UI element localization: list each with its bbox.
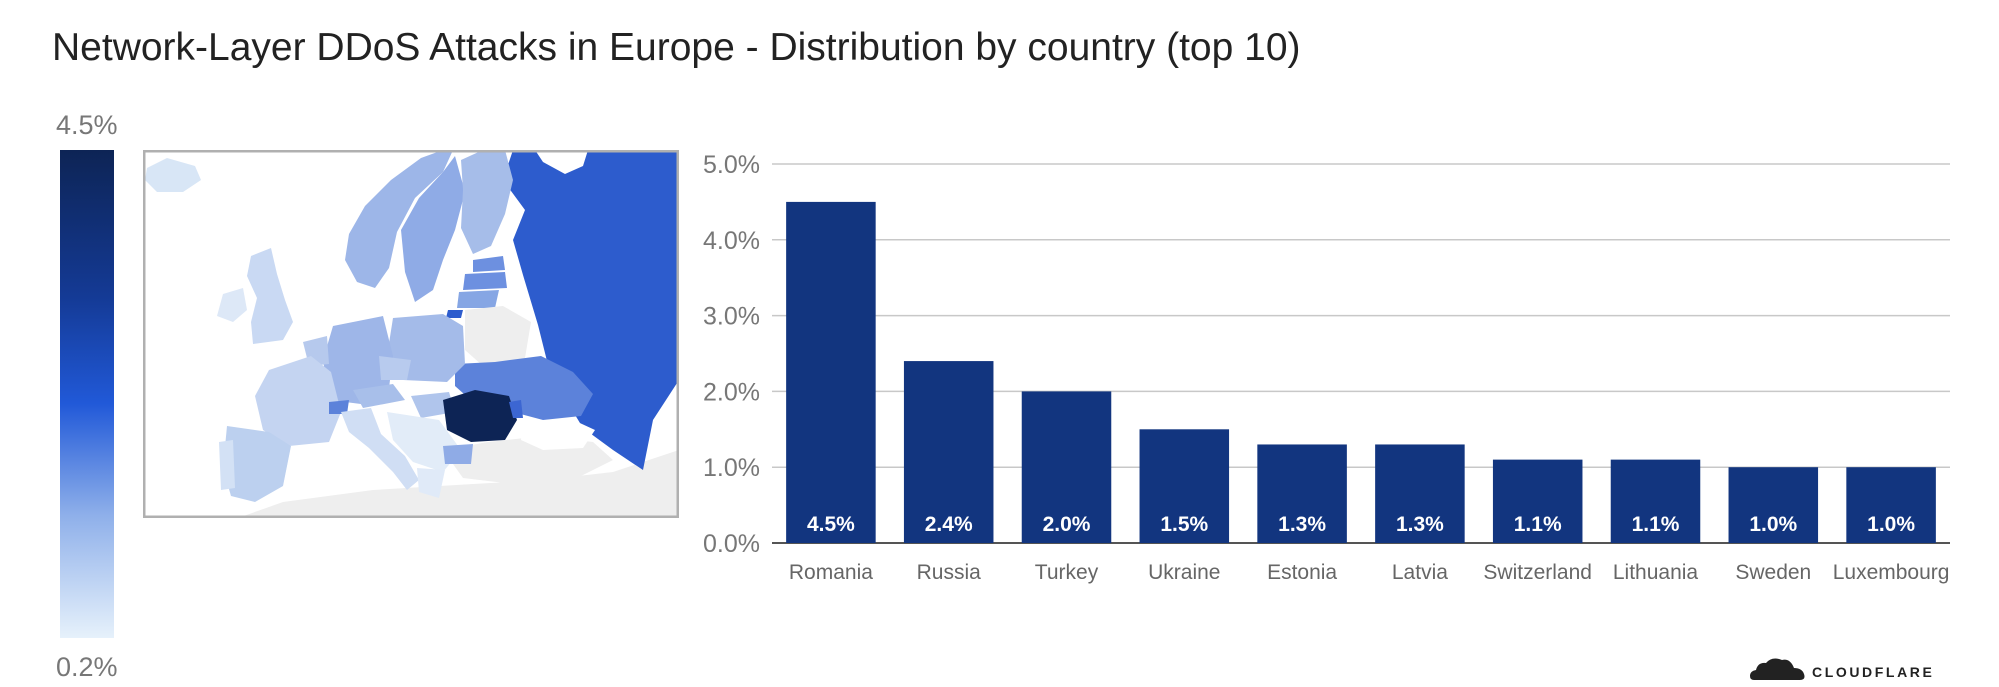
y-tick-label: 3.0% [703, 303, 760, 331]
france-region [255, 356, 341, 446]
switzerland-region [329, 400, 349, 414]
latvia-region [463, 272, 507, 290]
bar [1846, 467, 1936, 543]
uk-region [247, 248, 293, 344]
color-scale-max-label: 4.5% [56, 110, 118, 140]
norway-region [345, 150, 453, 288]
bar-value-label: 1.3% [1278, 513, 1326, 536]
y-tick-label: 5.0% [703, 151, 760, 179]
russia-region [503, 150, 679, 470]
bar [1021, 391, 1112, 543]
bar-value-label: 1.0% [1749, 513, 1797, 536]
black-sea [521, 418, 595, 450]
bar-value-label: 1.5% [1160, 513, 1208, 536]
hungary-region [411, 392, 455, 418]
x-tick-label: Russia [917, 561, 982, 584]
x-tick-label: Estonia [1267, 561, 1337, 584]
chart-title: Network-Layer DDoS Attacks in Europe - D… [52, 26, 1301, 69]
ireland-region [217, 288, 247, 322]
x-tick-label: Sweden [1735, 561, 1811, 584]
bar-value-label: 1.1% [1514, 513, 1562, 536]
bar [903, 361, 994, 543]
bar [1492, 459, 1583, 543]
bar-value-label: 2.0% [1043, 513, 1091, 536]
x-tick-label: Turkey [1035, 561, 1099, 584]
spain-region [223, 426, 291, 502]
bar-value-label: 2.4% [925, 513, 973, 536]
lithuania-region [457, 290, 499, 308]
europe-choropleth-map [143, 150, 679, 518]
y-tick-label: 1.0% [703, 454, 760, 482]
iceland-region [145, 158, 201, 192]
bar [786, 201, 876, 543]
y-tick-label: 0.0% [703, 530, 760, 558]
belarus-region [465, 306, 531, 366]
white-sea [535, 150, 588, 174]
italy-region [341, 408, 419, 490]
romania-region [443, 390, 517, 442]
bar-value-label: 4.5% [807, 513, 855, 536]
bar [1257, 444, 1347, 543]
cloudflare-logo: CLOUDFLARE [1750, 658, 1934, 680]
x-tick-label: Lithuania [1613, 561, 1699, 584]
x-tick-label: Ukraine [1148, 561, 1220, 584]
portugal-region [219, 440, 235, 490]
kaliningrad-region [446, 310, 463, 318]
bar-value-label: 1.1% [1632, 513, 1680, 536]
bar [1375, 444, 1465, 543]
bar-value-label: 1.0% [1867, 513, 1915, 536]
bar [1139, 429, 1230, 543]
czechia-region [379, 356, 411, 380]
x-tick-label: Luxembourg [1833, 561, 1950, 584]
y-tick-label: 2.0% [703, 378, 760, 406]
bulgaria-region [443, 444, 473, 464]
logo-text: CLOUDFLARE [1812, 664, 1934, 680]
greece-region [417, 468, 445, 498]
x-tick-label: Latvia [1392, 561, 1448, 584]
finland-region [461, 150, 513, 254]
bar-chart: 0.0% 1.0% 2.0% 3.0% 4.0% 5.0% 4.5% Romania 2.4% R… [703, 151, 1950, 584]
sweden-region [401, 156, 465, 302]
bar [1610, 459, 1701, 543]
austria-region [353, 384, 405, 408]
bar-value-label: 1.3% [1396, 513, 1444, 536]
estonia-region [473, 256, 505, 272]
bar [1728, 467, 1819, 543]
moldova-region [509, 400, 523, 418]
color-scale-bar [60, 150, 114, 638]
x-tick-label: Romania [789, 561, 873, 584]
africa-region [238, 450, 679, 518]
germany-region [323, 316, 393, 404]
cloud-icon [1750, 658, 1805, 680]
color-scale-min-label: 0.2% [56, 652, 118, 682]
balkans-region [387, 412, 461, 472]
x-tick-label: Switzerland [1483, 561, 1592, 584]
y-tick-label: 4.0% [703, 227, 760, 255]
